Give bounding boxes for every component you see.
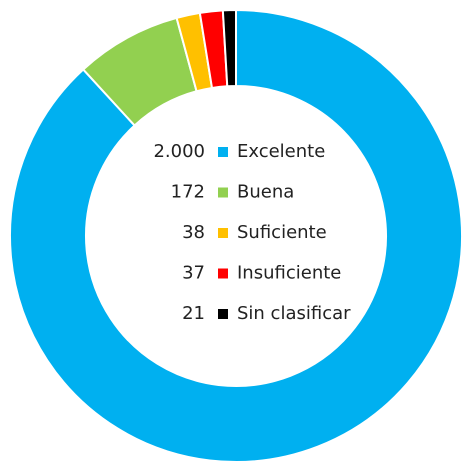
legend-swatch xyxy=(218,187,228,198)
legend-swatch xyxy=(218,147,228,157)
legend-swatch xyxy=(218,268,228,279)
legend-label: Buena xyxy=(237,182,294,203)
legend-label: Suficiente xyxy=(237,222,327,243)
legend-swatch xyxy=(218,309,228,319)
legend-value: 37 xyxy=(182,263,205,284)
legend-label: Sin clasificar xyxy=(237,303,351,324)
legend-value: 21 xyxy=(182,303,205,324)
legend-label: Insuficiente xyxy=(237,263,341,284)
donut-slice xyxy=(9,8,463,463)
legend-label: Excelente xyxy=(237,141,325,162)
legend-swatch xyxy=(218,228,228,238)
donut-slice xyxy=(221,8,237,88)
legend-value: 2.000 xyxy=(153,141,205,162)
legend-value: 172 xyxy=(171,182,205,203)
legend-value: 38 xyxy=(182,222,205,243)
